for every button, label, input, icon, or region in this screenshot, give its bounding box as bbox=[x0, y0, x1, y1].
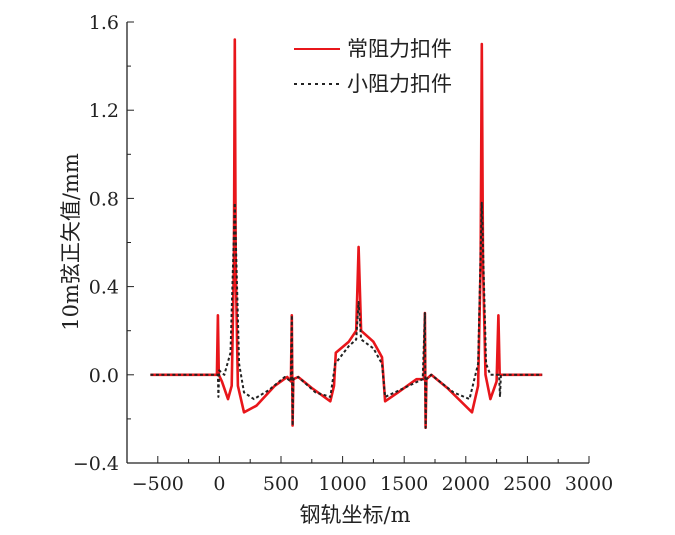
x-axis-label: 钢轨坐标/m bbox=[300, 503, 411, 527]
y-tick-label: 1.2 bbox=[89, 100, 119, 122]
x-tick-label: 3000 bbox=[565, 473, 613, 495]
x-tick-label: −500 bbox=[132, 473, 184, 495]
x-tick-label: 1500 bbox=[380, 473, 428, 495]
x-tick-label: 500 bbox=[263, 473, 299, 495]
series-line-normal-resistance bbox=[150, 38, 543, 429]
x-tick-label: 1000 bbox=[318, 473, 366, 495]
x-tick-label: 2500 bbox=[503, 473, 551, 495]
y-axis-label: 10m弦正矢值/mm bbox=[59, 153, 83, 331]
axes: −500 0 500 1000 1500 2000 2500 3000 −0.4 0.0 0.4 0.… bbox=[73, 12, 613, 495]
y-tick-label: 0.8 bbox=[89, 188, 119, 210]
legend-label-small: 小阻力扣件 bbox=[347, 72, 452, 96]
x-tick-label: 2000 bbox=[442, 473, 490, 495]
legend: 常阻力扣件 小阻力扣件 bbox=[294, 37, 452, 96]
series-layer bbox=[150, 38, 543, 429]
y-tick-label: 0.4 bbox=[89, 277, 119, 299]
y-tick-label: −0.4 bbox=[73, 453, 119, 475]
legend-label-normal: 常阻力扣件 bbox=[347, 37, 452, 61]
series-line-small-resistance bbox=[150, 201, 543, 429]
y-tick-label: 1.6 bbox=[89, 12, 119, 34]
y-tick-label: 0.0 bbox=[89, 365, 119, 387]
x-tick-label: 0 bbox=[213, 473, 225, 495]
